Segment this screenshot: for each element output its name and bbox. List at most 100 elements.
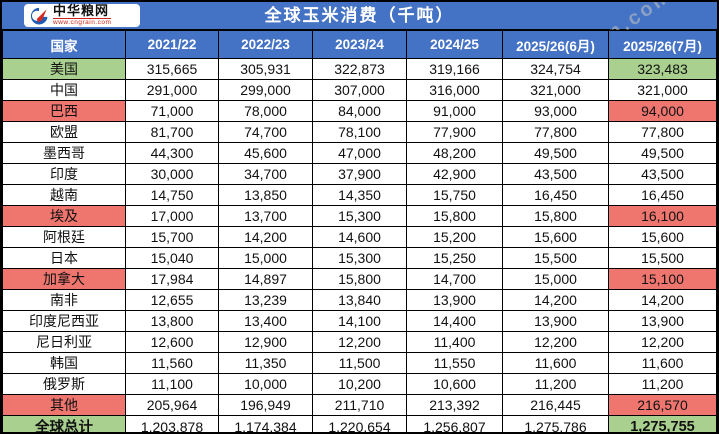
country-cell: 南非 [2, 289, 126, 311]
value-cell: 11,600 [502, 352, 609, 374]
value-cell: 13,400 [218, 310, 313, 332]
value-cell: 78,000 [218, 100, 313, 122]
country-cell: 日本 [2, 247, 126, 269]
consumption-table: 国家 2021/22 2022/23 2023/24 2024/25 2025/26(6月… [2, 30, 717, 432]
value-cell: 16,450 [502, 184, 609, 206]
brand-url: www.cngrain.com [53, 18, 112, 27]
value-cell: 216,570 [608, 394, 717, 416]
value-cell: 15,500 [608, 247, 717, 269]
value-cell: 49,500 [608, 142, 717, 164]
cngrain-logo-text: 中华粮网 www.cngrain.com [53, 4, 112, 27]
header-row: 国家 2021/22 2022/23 2023/24 2024/25 2025/26(6月… [2, 30, 717, 59]
country-cell: 越南 [2, 184, 126, 206]
value-cell: 15,600 [502, 226, 609, 248]
value-cell: 48,200 [406, 142, 503, 164]
table-row: 欧盟 81,700 74,700 78,100 77,900 77,800 77,800 [2, 121, 717, 143]
value-cell: 15,000 [218, 247, 313, 269]
country-cell: 俄罗斯 [2, 373, 126, 395]
value-cell: 91,000 [406, 100, 503, 122]
value-cell: 15,800 [406, 205, 503, 227]
country-cell: 美国 [2, 58, 126, 80]
value-cell: 11,600 [608, 352, 717, 374]
value-cell: 11,550 [406, 352, 503, 374]
country-cell: 印度尼西亚 [2, 310, 126, 332]
table-row: 越南 14,750 13,850 14,350 15,750 16,450 16,450 [2, 184, 717, 206]
value-cell: 11,350 [218, 352, 313, 374]
title-bar: 全球玉米消费（千吨） 中华粮网 www.cngrain.com [2, 2, 717, 30]
table-row: 阿根廷 15,700 14,200 14,600 15,200 15,600 15,600 [2, 226, 717, 248]
value-cell: 11,200 [608, 373, 717, 395]
country-cell: 加拿大 [2, 268, 126, 290]
country-cell: 印度 [2, 163, 126, 185]
value-cell: 14,100 [312, 310, 407, 332]
country-cell: 韩国 [2, 352, 126, 374]
value-cell: 15,200 [406, 226, 503, 248]
table-row: 美国 315,665 305,931 322,873 319,166 324,754 323… [2, 58, 717, 80]
value-cell: 15,300 [312, 205, 407, 227]
value-cell: 10,000 [218, 373, 313, 395]
value-cell: 13,840 [312, 289, 407, 311]
value-cell: 323,483 [608, 58, 717, 80]
value-cell: 1,203,878 [125, 415, 219, 432]
value-cell: 205,964 [125, 394, 219, 416]
value-cell: 15,250 [406, 247, 503, 269]
value-cell: 78,100 [312, 121, 407, 143]
country-column-header: 国家 [2, 30, 126, 59]
value-cell: 11,200 [502, 373, 609, 395]
value-cell: 316,000 [406, 79, 503, 101]
table-row: 尼日利亚 12,600 12,900 12,200 11,400 12,200 12,200 [2, 331, 717, 353]
value-cell: 322,873 [312, 58, 407, 80]
value-cell: 71,000 [125, 100, 219, 122]
value-cell: 10,600 [406, 373, 503, 395]
country-cell: 全球总计 [2, 415, 126, 432]
value-cell: 13,700 [218, 205, 313, 227]
value-cell: 17,984 [125, 268, 219, 290]
value-cell: 49,500 [502, 142, 609, 164]
value-cell: 196,949 [218, 394, 313, 416]
value-cell: 291,000 [125, 79, 219, 101]
value-cell: 13,900 [406, 289, 503, 311]
value-cell: 319,166 [406, 58, 503, 80]
table-row: 印度 30,000 34,700 37,900 42,900 43,500 43,500 [2, 163, 717, 185]
value-cell: 12,600 [125, 331, 219, 353]
value-cell: 15,500 [502, 247, 609, 269]
value-cell: 12,200 [608, 331, 717, 353]
value-cell: 77,800 [502, 121, 609, 143]
value-cell: 324,754 [502, 58, 609, 80]
value-cell: 47,000 [312, 142, 407, 164]
value-cell: 15,600 [608, 226, 717, 248]
value-cell: 13,850 [218, 184, 313, 206]
table-row: 加拿大 17,984 14,897 15,800 14,700 15,000 15,100 [2, 268, 717, 290]
value-cell: 1,256,807 [406, 415, 503, 432]
table-row: 印度尼西亚 13,800 13,400 14,100 14,400 13,900 13,90… [2, 310, 717, 332]
value-cell: 12,200 [502, 331, 609, 353]
table-row: 中国 291,000 299,000 307,000 316,000 321,000 321… [2, 79, 717, 101]
value-cell: 94,000 [608, 100, 717, 122]
year-column-header: 2022/23 [218, 30, 313, 59]
value-cell: 1,275,755 [608, 415, 717, 432]
value-cell: 37,900 [312, 163, 407, 185]
value-cell: 77,800 [608, 121, 717, 143]
value-cell: 15,700 [125, 226, 219, 248]
value-cell: 14,600 [312, 226, 407, 248]
value-cell: 14,200 [502, 289, 609, 311]
value-cell: 14,200 [218, 226, 313, 248]
country-cell: 阿根廷 [2, 226, 126, 248]
value-cell: 12,655 [125, 289, 219, 311]
value-cell: 34,700 [218, 163, 313, 185]
country-cell: 欧盟 [2, 121, 126, 143]
value-cell: 305,931 [218, 58, 313, 80]
table-row: 南非 12,655 13,239 13,840 13,900 14,200 14,200 [2, 289, 717, 311]
value-cell: 15,000 [502, 268, 609, 290]
value-cell: 13,900 [608, 310, 717, 332]
value-cell: 14,350 [312, 184, 407, 206]
value-cell: 15,100 [608, 268, 717, 290]
value-cell: 77,900 [406, 121, 503, 143]
country-cell: 埃及 [2, 205, 126, 227]
table-body: 美国 315,665 305,931 322,873 319,166 324,754 323… [2, 58, 717, 432]
table-row: 巴西 71,000 78,000 84,000 91,000 93,000 94,000 [2, 100, 717, 122]
value-cell: 307,000 [312, 79, 407, 101]
value-cell: 321,000 [502, 79, 609, 101]
